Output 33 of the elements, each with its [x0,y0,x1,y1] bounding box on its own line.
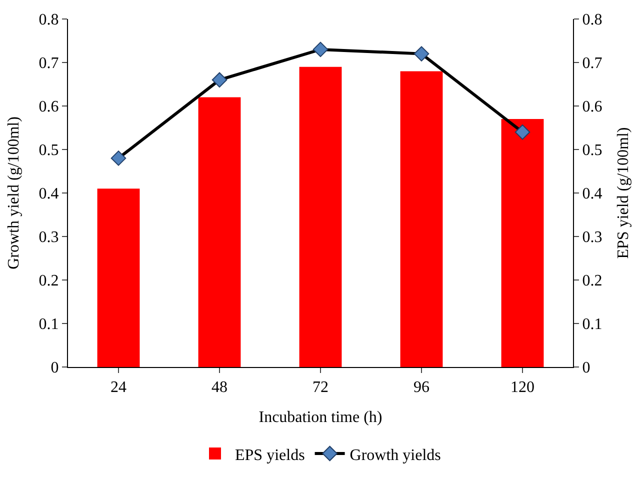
y2-tick-label: 0 [582,360,590,377]
legend-label: EPS yields [235,446,305,464]
bar [400,71,443,367]
x-tick-label: 72 [312,379,328,396]
y-axis-title: Growth yield (g/100ml) [6,116,23,270]
legend-label: Growth yields [350,446,441,464]
bar [198,97,241,367]
y2-tick-label: 0.3 [582,229,602,246]
y2-tick-label: 0.8 [582,12,602,29]
y-tick-label: 0.8 [38,12,59,29]
x-tick-label: 48 [212,379,228,396]
y-tick-label: 0.6 [38,98,59,116]
y-tick-label: 0.5 [38,142,59,160]
bar [97,188,140,367]
y-tick-label: 0 [50,360,59,377]
y-tick-label: 0.2 [38,272,59,290]
y-tick-label: 0.4 [38,186,59,203]
x-tick-label: 120 [510,379,534,396]
bar [299,66,342,367]
y2-tick-label: 0.6 [582,98,602,116]
y-tick-label: 0.1 [38,316,59,334]
y-tick-label: 0.3 [38,229,59,246]
x-axis-title: Incubation time (h) [258,408,382,426]
y2-tick-label: 0.2 [582,272,602,290]
x-tick-label: 24 [110,379,126,396]
y2-tick-label: 0.7 [582,55,602,72]
y2-tick-label: 0.1 [582,316,602,334]
y2-tick-label: 0.5 [582,142,602,160]
bar [501,119,544,367]
y-tick-label: 0.7 [38,55,59,72]
y2-tick-label: 0.4 [582,186,602,203]
x-tick-label: 96 [414,379,430,396]
y2-axis-title: EPS yield (g/100ml) [614,127,632,259]
